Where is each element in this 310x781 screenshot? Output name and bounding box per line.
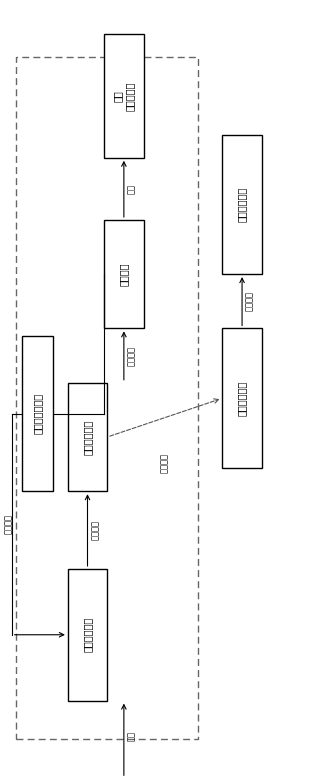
- FancyBboxPatch shape: [104, 220, 144, 329]
- Text: 输功测量模块: 输功测量模块: [237, 380, 247, 415]
- Text: 测量参数: 测量参数: [245, 291, 254, 312]
- Text: 指令: 指令: [127, 730, 136, 740]
- Text: 传动设施: 传动设施: [119, 262, 129, 286]
- FancyBboxPatch shape: [222, 329, 262, 468]
- Text: 数据处理模块: 数据处理模块: [237, 187, 247, 222]
- Text: 电机控制模块: 电机控制模块: [82, 617, 92, 652]
- Bar: [16, 57, 198, 740]
- FancyBboxPatch shape: [68, 569, 107, 701]
- FancyBboxPatch shape: [22, 336, 53, 491]
- Text: 做功: 做功: [127, 184, 136, 194]
- Text: 机械传动: 机械传动: [127, 346, 136, 366]
- Text: 状态参数: 状态参数: [160, 452, 169, 473]
- FancyBboxPatch shape: [68, 383, 107, 491]
- FancyBboxPatch shape: [222, 134, 262, 274]
- Text: 控制指令: 控制指令: [91, 520, 100, 540]
- Text: 转速反馈: 转速反馈: [4, 514, 13, 534]
- Text: 小型调速电机: 小型调速电机: [82, 419, 92, 455]
- Text: 转速传感器模块: 转速传感器模块: [33, 393, 42, 434]
- Text: 待测
柴油发动机: 待测 柴油发动机: [113, 81, 135, 111]
- FancyBboxPatch shape: [104, 34, 144, 158]
